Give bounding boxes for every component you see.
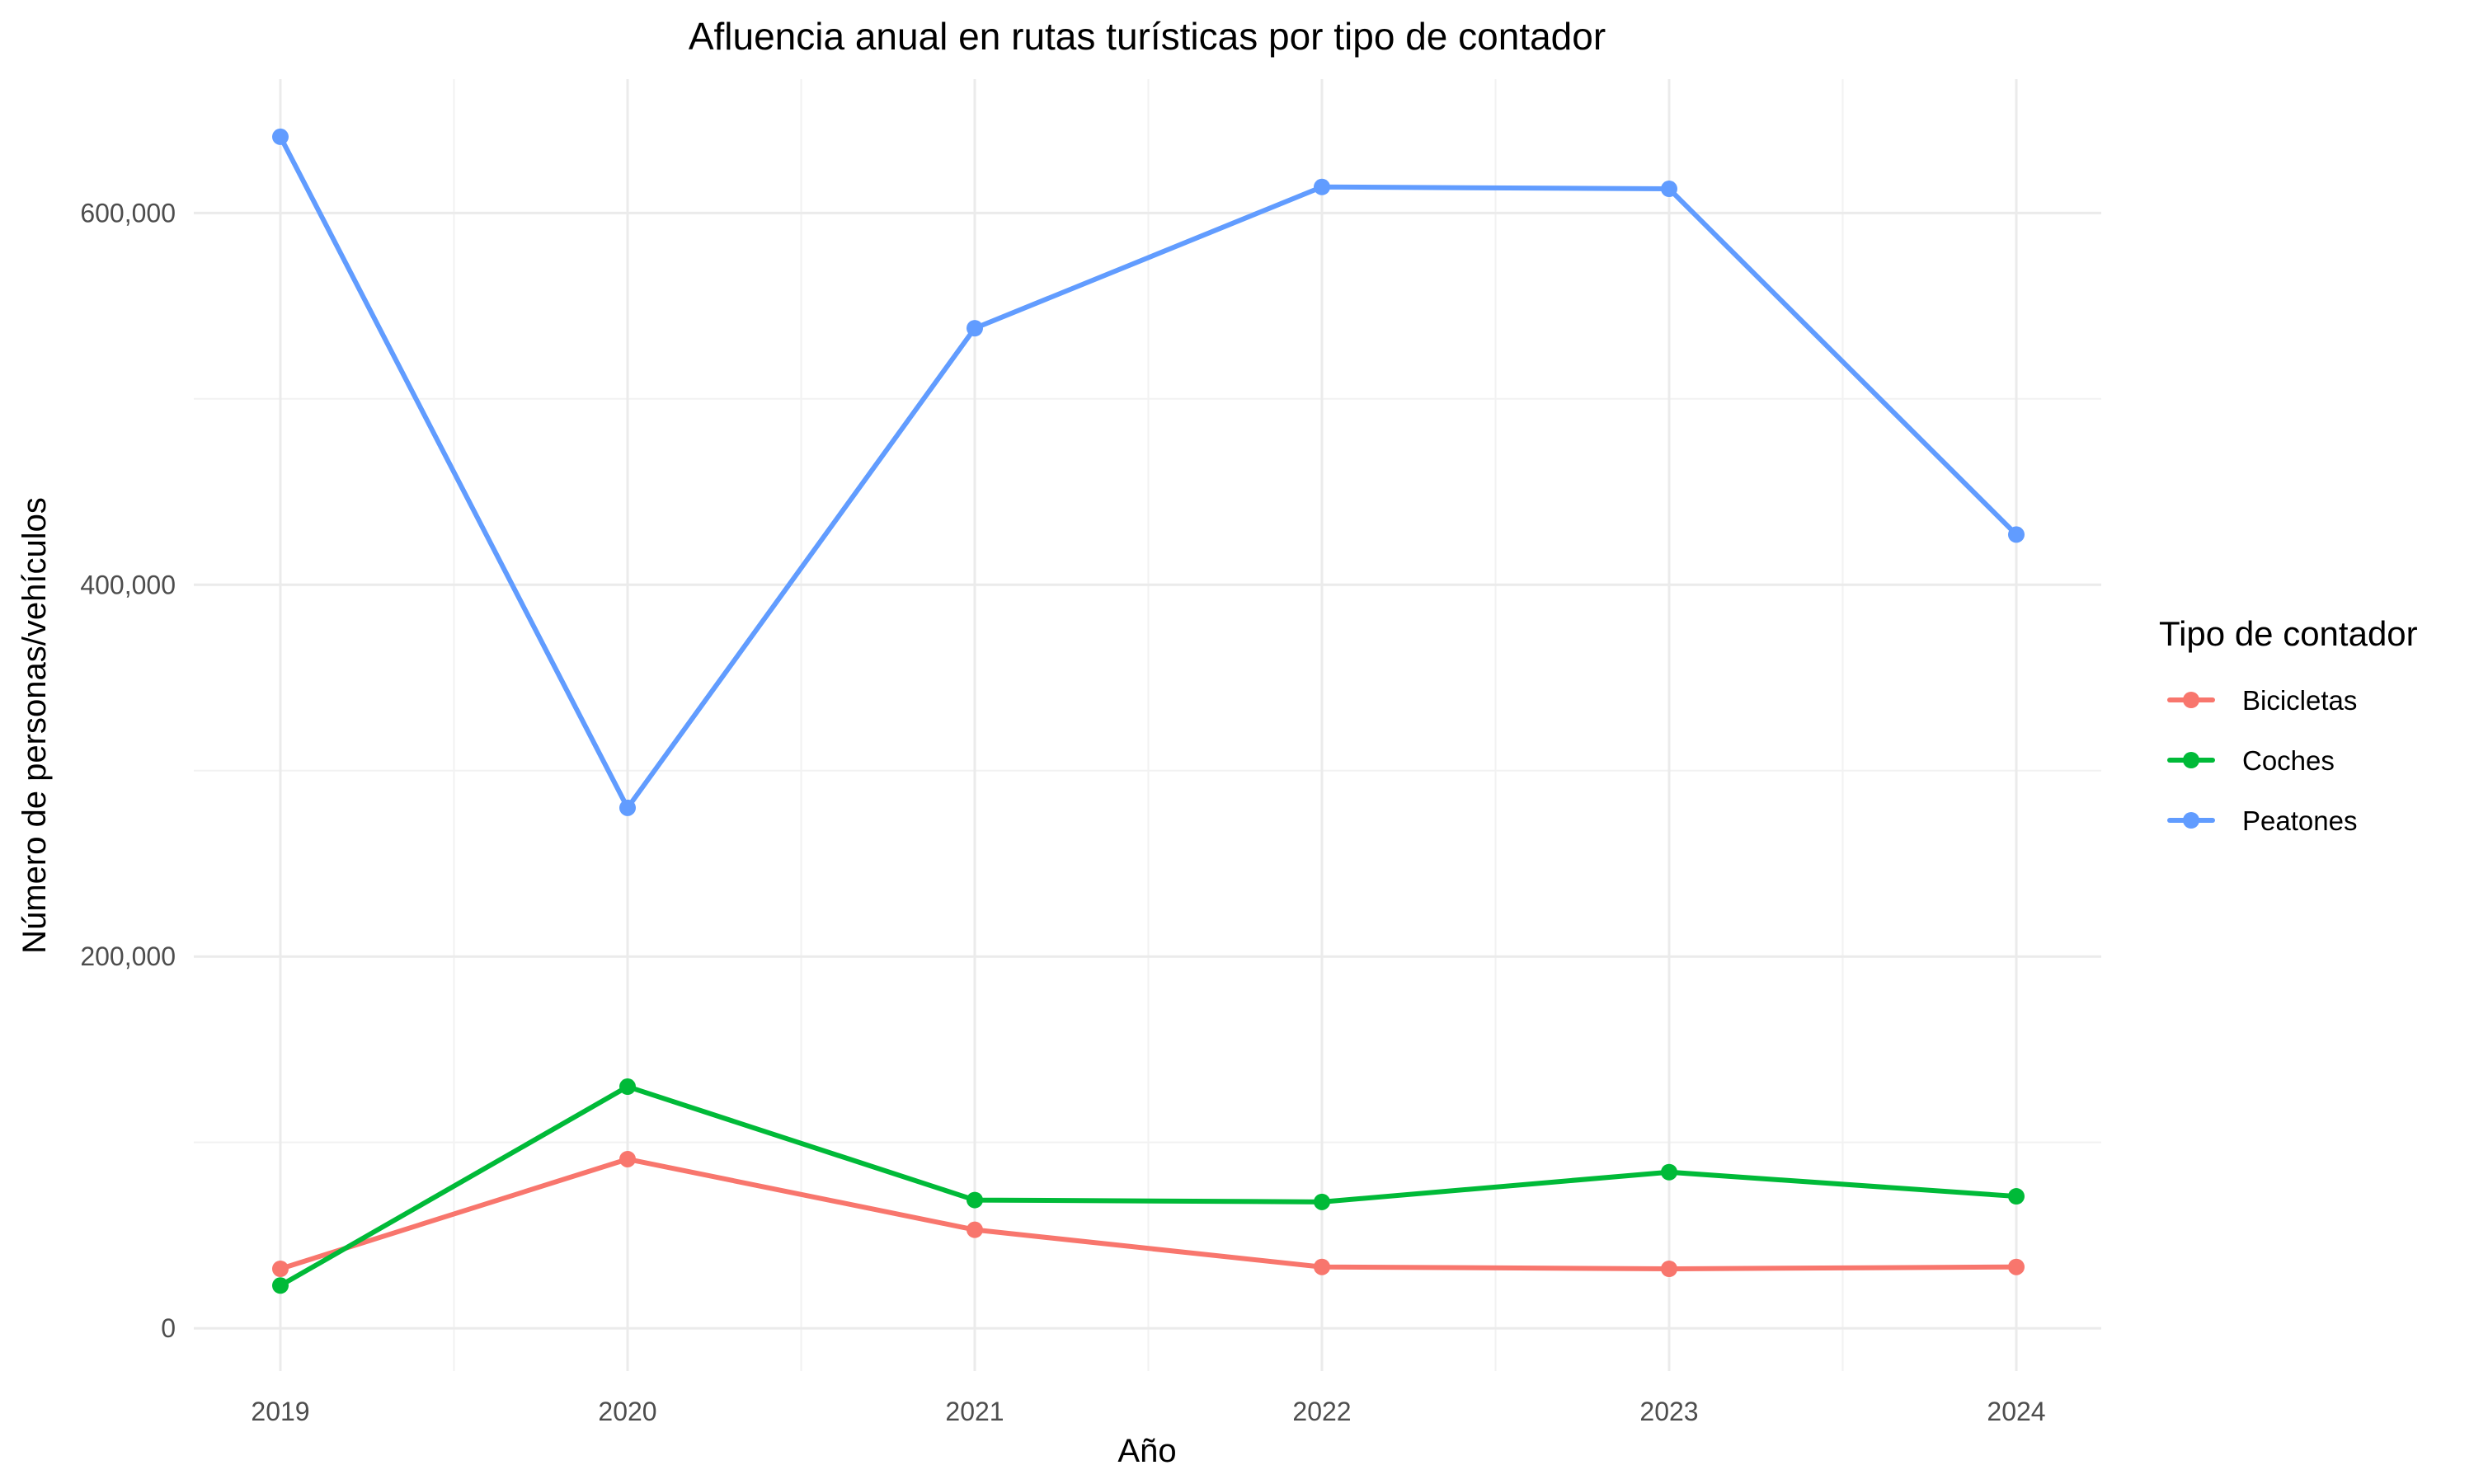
series-line bbox=[278, 134, 2019, 810]
x-tick-label: 2022 bbox=[1292, 1397, 1351, 1426]
legend-items: Bicicletas Coches Peatones bbox=[2167, 685, 2357, 836]
x-tick-label: 2023 bbox=[1639, 1397, 1698, 1426]
data-point bbox=[2008, 526, 2025, 543]
data-point bbox=[619, 799, 636, 816]
data-point bbox=[1661, 181, 1677, 198]
legend-label: Coches bbox=[2242, 745, 2335, 776]
series-line bbox=[278, 1084, 2019, 1289]
data-point bbox=[2008, 1258, 2025, 1275]
series-peatones bbox=[272, 128, 2025, 816]
data-point bbox=[619, 1150, 636, 1167]
legend-title: Tipo de contador bbox=[2159, 614, 2418, 653]
legend-key-point bbox=[2183, 752, 2199, 768]
data-point bbox=[1661, 1163, 1677, 1181]
series-bicicletas bbox=[272, 1150, 2025, 1277]
y-tick-label: 200,000 bbox=[80, 942, 176, 971]
data-point bbox=[2008, 1188, 2025, 1205]
x-tick-label: 2019 bbox=[251, 1397, 309, 1426]
data-point bbox=[1314, 1258, 1330, 1275]
x-tick-label: 2024 bbox=[1987, 1397, 2045, 1426]
legend-label: Bicicletas bbox=[2242, 685, 2357, 716]
y-tick-label: 600,000 bbox=[80, 198, 176, 228]
x-tick-label: 2021 bbox=[945, 1397, 1004, 1426]
series-line bbox=[278, 1156, 2019, 1271]
data-point bbox=[272, 1260, 289, 1277]
x-tick-label: 2020 bbox=[598, 1397, 656, 1426]
legend-key-point bbox=[2183, 692, 2199, 708]
data-point bbox=[619, 1078, 636, 1096]
series-coches bbox=[272, 1078, 2025, 1294]
y-tick-label: 400,000 bbox=[80, 570, 176, 599]
x-axis-title: Año bbox=[1117, 1433, 1176, 1469]
legend: Tipo de contador Bicicletas Coches Peatone… bbox=[2159, 614, 2418, 836]
legend-item-peatones: Peatones bbox=[2167, 805, 2357, 836]
series-group bbox=[272, 128, 2025, 1294]
legend-item-coches: Coches bbox=[2167, 745, 2335, 776]
legend-label: Peatones bbox=[2242, 805, 2357, 836]
data-point bbox=[967, 320, 983, 337]
axis-ticks: 0 200,000 400,000 600,000 2019 2020 2021 2022 20… bbox=[80, 198, 2045, 1426]
data-point bbox=[272, 128, 289, 145]
data-point bbox=[272, 1277, 289, 1294]
data-point bbox=[1314, 178, 1330, 195]
legend-key-point bbox=[2183, 812, 2199, 829]
legend-item-bicicletas: Bicicletas bbox=[2167, 685, 2357, 716]
data-point bbox=[1314, 1193, 1330, 1210]
data-point bbox=[967, 1221, 983, 1238]
y-axis-title: Número de personas/vehículos bbox=[16, 497, 53, 954]
data-point bbox=[1661, 1260, 1677, 1277]
chart-title: Afluencia anual en rutas turísticas por … bbox=[689, 15, 1606, 58]
y-tick-label: 0 bbox=[161, 1313, 176, 1343]
data-point bbox=[967, 1191, 983, 1209]
